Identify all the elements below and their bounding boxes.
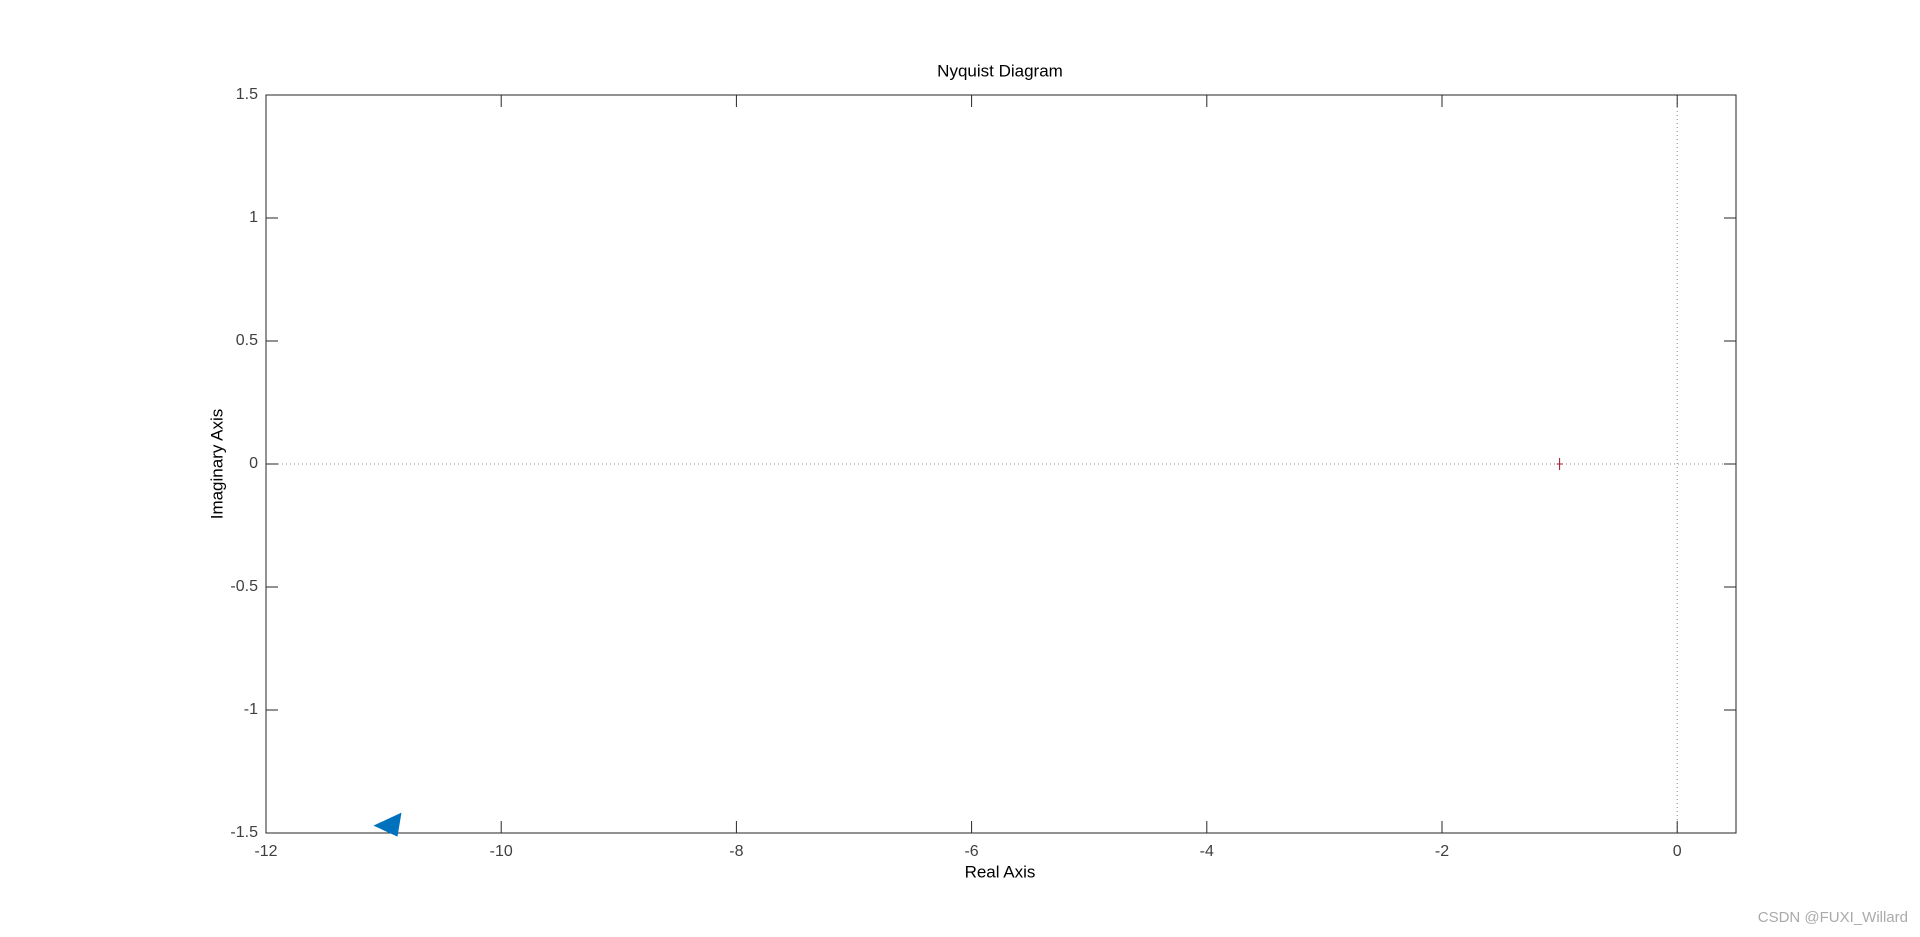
y-tick-label: 0	[249, 455, 258, 472]
y-tick-label: 1	[249, 209, 258, 226]
x-tick-label: -8	[729, 843, 743, 860]
x-tick-label: -4	[1200, 843, 1214, 860]
y-axis-label: Imaginary Axis	[207, 409, 226, 520]
x-tick-label: -10	[490, 843, 513, 860]
direction-arrow	[373, 812, 402, 837]
x-tick-label: -12	[254, 843, 277, 860]
x-axis-label: Real Axis	[965, 862, 1036, 881]
y-tick-label: -1	[244, 701, 258, 718]
y-tick-label: 1.5	[236, 86, 258, 103]
x-tick-label: 0	[1673, 843, 1682, 860]
chart-title: Nyquist Diagram	[937, 61, 1063, 80]
x-tick-label: -6	[964, 843, 978, 860]
critical-point	[1556, 458, 1563, 470]
y-tick-label: -1.5	[230, 824, 258, 841]
watermark: CSDN @FUXI_Willard	[1758, 909, 1908, 926]
y-tick-label: -0.5	[230, 578, 258, 595]
y-tick-label: 0.5	[236, 332, 258, 349]
x-tick-label: -2	[1435, 843, 1449, 860]
